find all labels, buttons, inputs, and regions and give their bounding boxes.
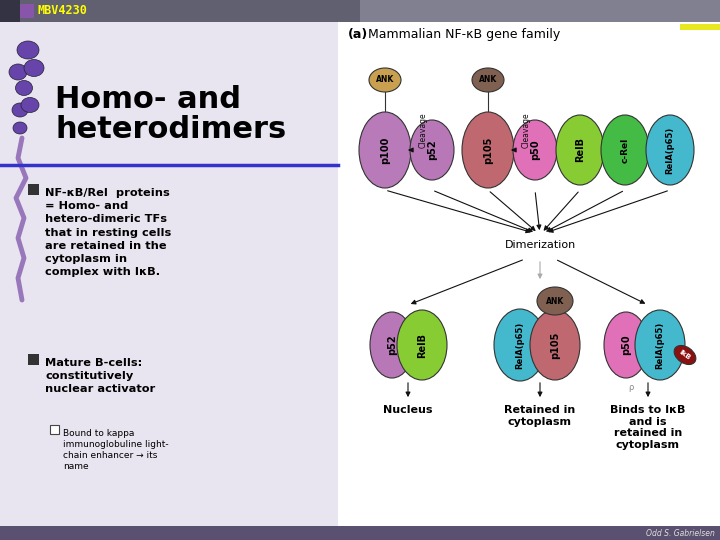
Text: Dimerization: Dimerization <box>505 240 575 250</box>
Text: p52: p52 <box>387 335 397 355</box>
Text: RelB: RelB <box>417 333 427 357</box>
Text: Cleavage: Cleavage <box>522 112 531 148</box>
Text: RelA(p65): RelA(p65) <box>516 321 524 369</box>
Ellipse shape <box>635 310 685 380</box>
Text: Homo- and
heterodimers: Homo- and heterodimers <box>55 85 287 144</box>
Text: Mature B-cells:
constitutively
nuclear activator: Mature B-cells: constitutively nuclear a… <box>45 358 156 394</box>
Ellipse shape <box>13 122 27 134</box>
Ellipse shape <box>462 112 514 188</box>
Text: IkB: IkB <box>678 349 692 361</box>
Bar <box>680 24 720 30</box>
Bar <box>0 0 360 22</box>
Ellipse shape <box>21 98 39 112</box>
Text: Cleavage: Cleavage <box>419 112 428 148</box>
Text: MBV4230: MBV4230 <box>38 4 88 17</box>
Text: p105: p105 <box>483 136 493 164</box>
Text: RelA(p65): RelA(p65) <box>655 321 665 369</box>
Text: p50: p50 <box>621 335 631 355</box>
Text: p50: p50 <box>530 140 540 160</box>
Bar <box>20 4 34 18</box>
Text: p52: p52 <box>427 140 437 160</box>
Bar <box>28 354 39 365</box>
Ellipse shape <box>397 310 447 380</box>
Text: Nucleus: Nucleus <box>383 405 433 415</box>
Text: Bound to kappa
immunoglobuline light-
chain enhancer → its
name: Bound to kappa immunoglobuline light- ch… <box>63 429 168 471</box>
Text: c-Rel: c-Rel <box>621 137 629 163</box>
Text: Binds to IκB
and is
retained in
cytoplasm: Binds to IκB and is retained in cytoplas… <box>611 405 685 450</box>
Text: p105: p105 <box>550 332 560 359</box>
Bar <box>360 0 720 22</box>
Text: p100: p100 <box>380 136 390 164</box>
Ellipse shape <box>530 310 580 380</box>
Ellipse shape <box>359 112 411 188</box>
Text: ANK: ANK <box>376 76 394 84</box>
Bar <box>28 184 39 195</box>
Ellipse shape <box>646 115 694 185</box>
Bar <box>0 22 338 526</box>
Ellipse shape <box>9 64 27 80</box>
Ellipse shape <box>370 312 414 378</box>
Text: NF-κB/Rel  proteins
= Homo- and
hetero-dimeric TFs
that in resting cells
are ret: NF-κB/Rel proteins = Homo- and hetero-di… <box>45 188 171 277</box>
Ellipse shape <box>674 346 696 365</box>
Bar <box>0 526 720 540</box>
Text: Retained in
cytoplasm: Retained in cytoplasm <box>505 405 575 427</box>
Ellipse shape <box>369 68 401 92</box>
Bar <box>50 425 59 434</box>
Ellipse shape <box>16 80 32 96</box>
Bar <box>338 22 720 526</box>
Ellipse shape <box>537 287 573 315</box>
Text: (a): (a) <box>348 28 368 41</box>
Ellipse shape <box>601 115 649 185</box>
Ellipse shape <box>556 115 604 185</box>
Text: Odd S. Gabrielsen: Odd S. Gabrielsen <box>646 529 715 537</box>
Text: ANK: ANK <box>546 296 564 306</box>
Ellipse shape <box>17 41 39 59</box>
Ellipse shape <box>472 68 504 92</box>
Ellipse shape <box>410 120 454 180</box>
Text: RelB: RelB <box>575 138 585 163</box>
Text: Mammalian NF-κB gene family: Mammalian NF-κB gene family <box>368 28 560 41</box>
Ellipse shape <box>604 312 648 378</box>
Ellipse shape <box>12 103 28 117</box>
Text: ρ: ρ <box>629 383 634 392</box>
Text: RelA(p65): RelA(p65) <box>665 126 675 174</box>
Text: ANK: ANK <box>479 76 497 84</box>
Ellipse shape <box>24 59 44 77</box>
Ellipse shape <box>494 309 546 381</box>
Bar <box>0 0 20 22</box>
Ellipse shape <box>513 120 557 180</box>
